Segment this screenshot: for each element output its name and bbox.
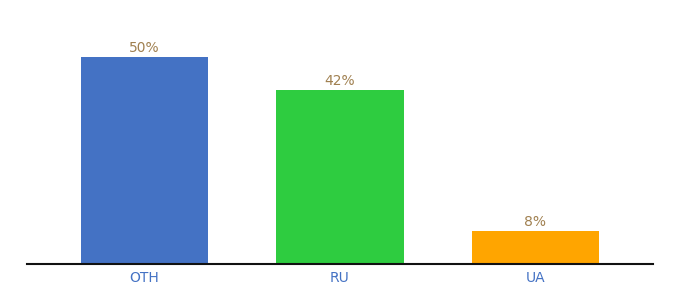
Text: 50%: 50%	[129, 41, 160, 55]
Bar	[277, 90, 403, 264]
Bar	[472, 231, 599, 264]
Text: 42%: 42%	[324, 74, 356, 88]
Text: 8%: 8%	[524, 215, 547, 229]
Bar	[81, 57, 208, 264]
